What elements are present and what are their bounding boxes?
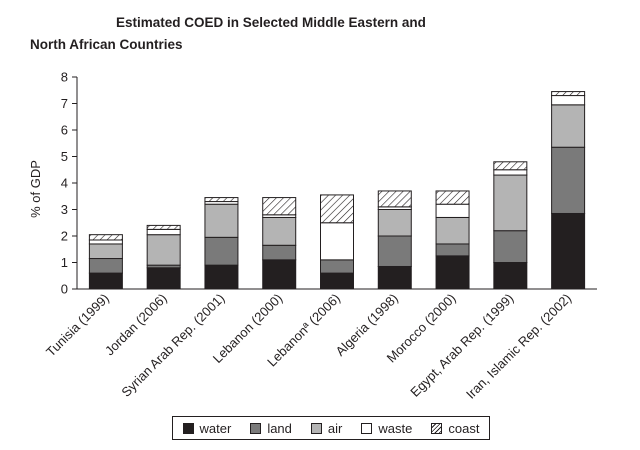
bar-segment-coast [146, 224, 181, 230]
bar-segment-land [262, 244, 297, 261]
bar-segment-water [204, 264, 239, 290]
legend-item-waste: waste [361, 421, 412, 436]
y-tick-label: 0 [61, 282, 68, 297]
legend-swatch-coast [431, 422, 443, 434]
bar-stack [435, 190, 470, 290]
bar-segment-coast [551, 91, 586, 97]
bar-segment-waste [88, 239, 123, 245]
x-axis: Tunisia (1999)Jordan (2006)Syrian Arab R… [43, 288, 597, 402]
bar-segment-land [88, 258, 123, 274]
x-tick-label: Syrian Arab Rep. (2001) [118, 291, 227, 400]
x-tick-label: Iran, Islamic Rep. (2002) [463, 291, 574, 402]
bar-stack [262, 197, 297, 290]
y-axis: 0 1 2 3 4 5 6 7 8 [61, 70, 78, 297]
x-tick-label: Tunisia (1999) [43, 291, 112, 360]
bar-segment-air [551, 104, 586, 148]
legend-label-coast: coast [448, 420, 480, 436]
bar-segment-coast [435, 190, 470, 205]
chart-title: Estimated COED in Selected Middle Easter… [30, 12, 510, 56]
bar-segment-water [493, 262, 528, 290]
legend: water land air waste coast [172, 416, 490, 440]
legend-item-land: land [250, 421, 292, 436]
bar-stack [320, 194, 354, 290]
y-tick-label: 2 [61, 229, 68, 244]
bar-segment-land [320, 259, 354, 274]
bar-segment-coast [493, 161, 528, 171]
bar-segment-air [435, 216, 470, 245]
bar-stack [146, 224, 181, 290]
legend-swatch-water [182, 422, 194, 434]
legend-item-air: air [310, 420, 343, 436]
bar-stack [551, 91, 586, 290]
bar-stack [493, 161, 528, 290]
bar-segment-land [435, 243, 470, 257]
y-tick-label: 6 [61, 123, 68, 138]
legend-swatch-waste [361, 422, 373, 434]
legend-label-water: water [199, 420, 232, 436]
y-tick-label: 7 [61, 96, 68, 111]
legend-swatch-air [310, 422, 322, 434]
bar-segment-land [551, 146, 586, 214]
bar-segment-water [377, 265, 412, 290]
bar-segment-coast [262, 197, 297, 216]
bar-segment-air [493, 174, 528, 232]
bar-segment-air [262, 216, 297, 246]
y-tick-label: 3 [61, 202, 68, 217]
bar-segment-water [146, 267, 181, 290]
bars [88, 91, 586, 290]
bar-segment-waste [551, 95, 586, 106]
bar-segment-coast [377, 190, 412, 208]
legend-label-land: land [267, 420, 292, 436]
bar-segment-waste [493, 169, 528, 176]
bar-segment-coast [88, 234, 123, 241]
legend-item-coast: coast [431, 421, 479, 436]
bar-segment-waste [320, 222, 354, 261]
bar-segment-air [88, 243, 123, 260]
bar-segment-air [146, 234, 181, 266]
bar-stack [377, 190, 412, 290]
bar-segment-land [377, 235, 412, 267]
legend-swatch-land [250, 422, 262, 434]
y-tick-label: 5 [61, 149, 68, 164]
bar-segment-land [493, 230, 528, 263]
bar-stack [88, 234, 123, 290]
chart-title-line-1: Estimated COED in Selected Middle Easter… [116, 15, 426, 30]
y-tick-label: 4 [61, 176, 68, 191]
legend-label-waste: waste [378, 420, 413, 436]
legend-item-water: water [182, 420, 232, 436]
bar-segment-waste [435, 203, 470, 218]
bar-segment-coast [204, 197, 239, 203]
bar-segment-water [435, 255, 470, 290]
bar-segment-land [204, 236, 239, 266]
y-tick-label: 1 [61, 255, 68, 270]
bar-segment-air [204, 203, 239, 238]
bar-segment-coast [320, 194, 354, 224]
legend-label-air: air [327, 420, 343, 436]
bar-segment-water [551, 212, 586, 290]
y-axis-label: % of GDP [28, 160, 43, 218]
x-tick-label: Egypt, Arab Rep. (1999) [407, 291, 516, 400]
y-tick-label: 8 [61, 70, 68, 85]
bar-segment-water [262, 259, 297, 290]
bar-stack [204, 197, 239, 290]
bar-segment-water [88, 272, 123, 290]
chart-title-line-2: North African Countries [30, 37, 183, 52]
bar-segment-water [320, 272, 354, 290]
bar-segment-air [377, 209, 412, 237]
bar-segment-waste [146, 228, 181, 236]
